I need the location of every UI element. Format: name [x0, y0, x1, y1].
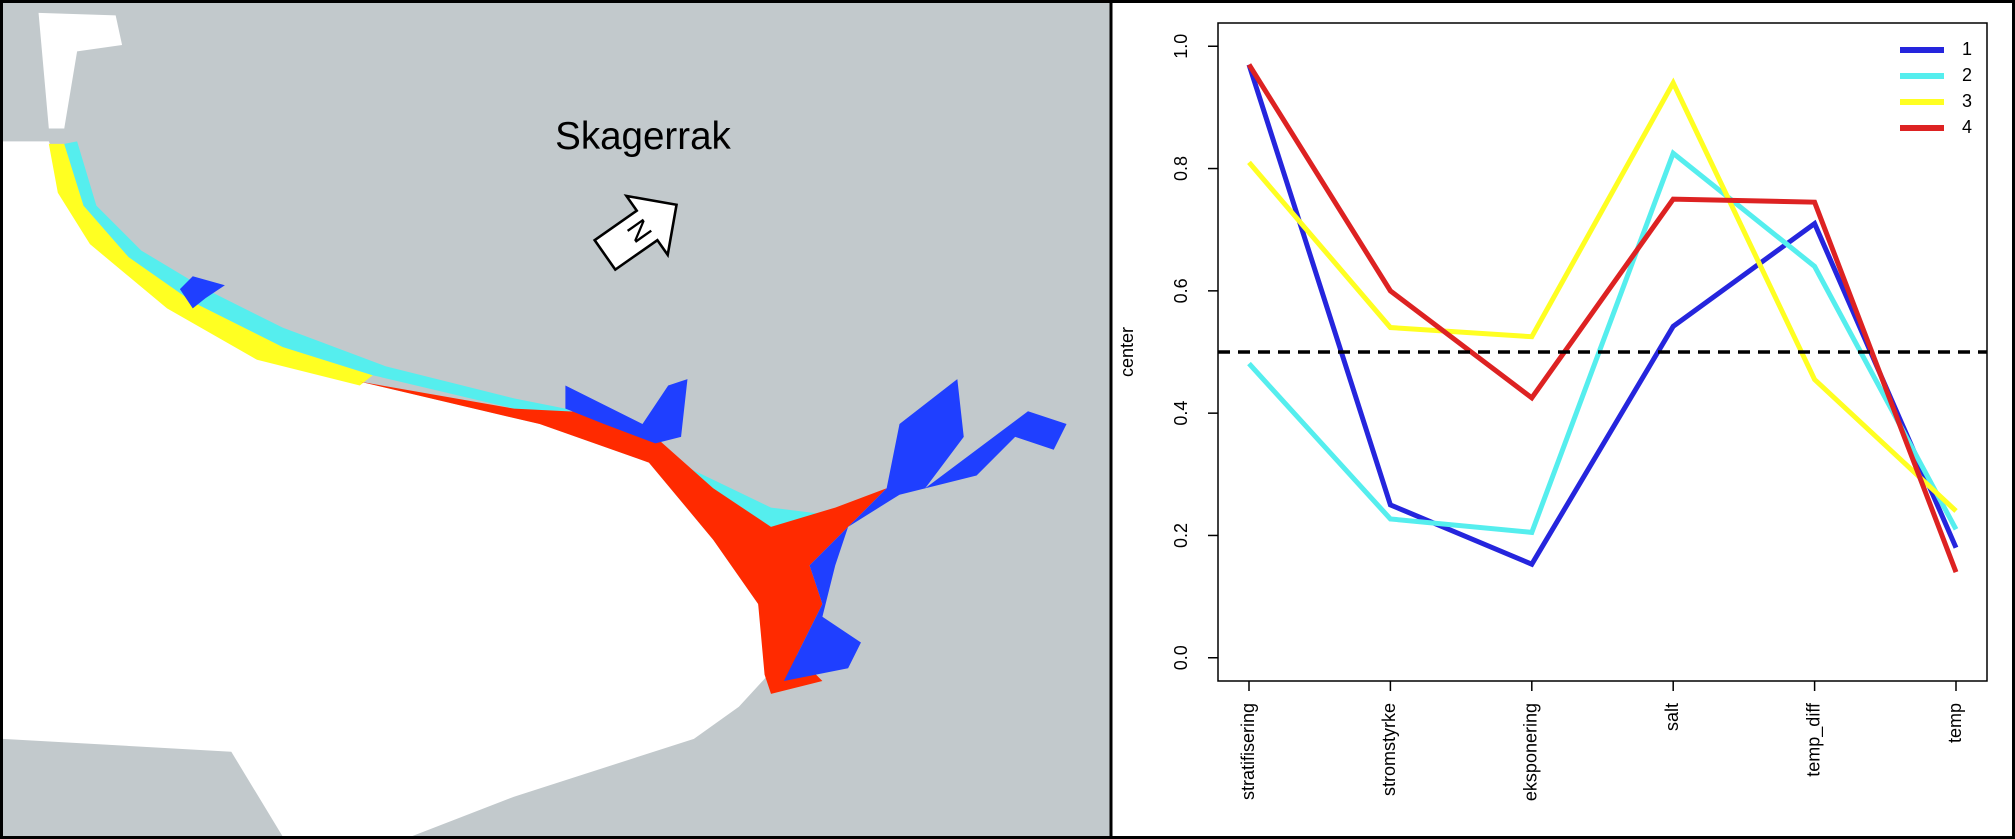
- y-tick-label: 0.6: [1171, 278, 1191, 303]
- x-tick-label: stratifisering: [1238, 703, 1258, 800]
- series-line: [1247, 149, 1959, 536]
- legend-label: 3: [1962, 91, 1972, 111]
- land-north: [38, 12, 123, 129]
- map: Skagerrak N: [2, 2, 1111, 837]
- north-arrow: N: [592, 194, 679, 272]
- map-label: Skagerrak: [555, 115, 731, 158]
- zone-1: [783, 379, 1067, 682]
- x-tick-label: eksponering: [1521, 703, 1541, 801]
- zone-1-bay: [179, 276, 225, 309]
- x-tick-label: stromstyrke: [1379, 703, 1399, 796]
- series-line: [1246, 63, 1959, 574]
- x-tick-label: salt: [1662, 703, 1682, 731]
- series-line: [1247, 77, 1958, 513]
- y-tick-label: 0.2: [1171, 523, 1191, 548]
- y-axis-label: center: [1117, 327, 1137, 377]
- y-tick-label: 0.4: [1171, 401, 1191, 426]
- x-tick-label: temp_diff: [1803, 702, 1824, 777]
- series-line: [1246, 63, 1959, 568]
- zone-4: [359, 381, 887, 694]
- legend-label: 2: [1962, 65, 1972, 85]
- y-tick-label: 0.0: [1171, 645, 1191, 670]
- y-tick-label: 1.0: [1171, 34, 1191, 59]
- y-tick-label: 0.8: [1171, 156, 1191, 181]
- legend-label: 1: [1962, 39, 1972, 59]
- x-tick-label: temp: [1945, 703, 1965, 743]
- legend-label: 4: [1962, 117, 1972, 137]
- zone-1-fjord: [565, 379, 688, 444]
